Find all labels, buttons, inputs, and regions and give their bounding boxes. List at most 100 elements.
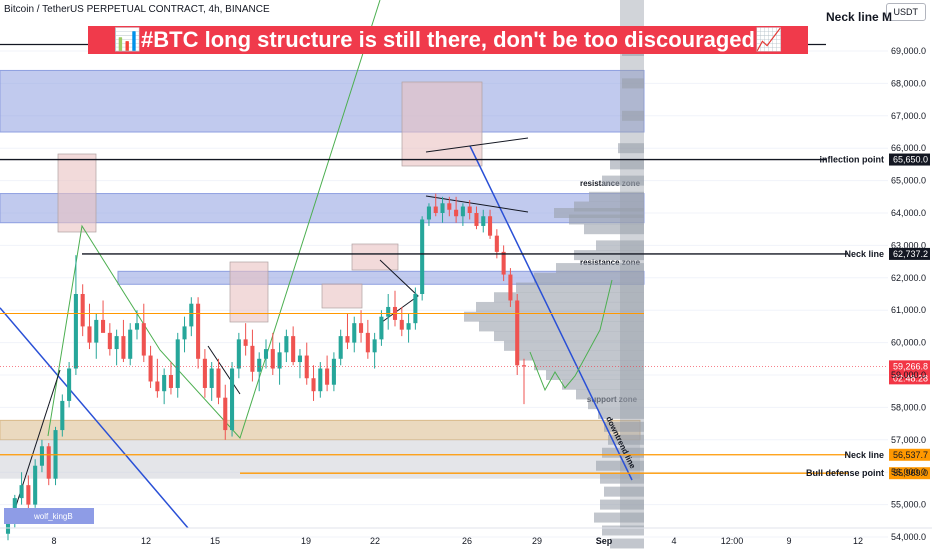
countdown-text: 02:48:28 — [893, 373, 928, 383]
candle-body — [26, 485, 31, 505]
candle-body — [216, 368, 221, 398]
candle-body — [257, 358, 262, 372]
candle-body — [379, 316, 384, 340]
candle-body — [467, 206, 472, 213]
candle-body — [5, 520, 11, 534]
x-tick-label: 12 — [141, 536, 151, 546]
profile-bar — [534, 272, 644, 283]
candle-body — [474, 213, 479, 226]
candle-body — [202, 358, 207, 388]
y-tick-label: 54,000.0 — [891, 532, 926, 542]
pattern-box — [321, 283, 363, 309]
candle-body — [304, 355, 309, 379]
zone-label: resistance zone — [580, 258, 641, 267]
pattern-box — [351, 243, 399, 271]
candle-body — [494, 235, 499, 252]
candle-body — [209, 368, 214, 388]
profile-bar — [604, 421, 644, 432]
y-tick-label: 57,000.0 — [891, 435, 926, 445]
projection-path — [529, 279, 613, 392]
candle-body — [501, 251, 506, 275]
candle-body — [433, 206, 438, 213]
x-tick-label: 19 — [301, 536, 311, 546]
y-tick-label: 58,000.0 — [891, 402, 926, 412]
profile-bar — [604, 486, 644, 497]
profile-bar — [602, 447, 644, 458]
candle-body — [270, 349, 275, 369]
candle-body — [223, 397, 228, 431]
x-tick-label: 29 — [532, 536, 542, 546]
candle-body — [189, 303, 194, 327]
candle-body — [46, 446, 51, 479]
candle-body — [359, 323, 364, 333]
candle-body — [128, 329, 133, 359]
candle-body — [182, 326, 187, 340]
profile-bar — [596, 240, 644, 251]
candle-body — [33, 465, 38, 505]
candle-body — [460, 206, 465, 217]
candle-body — [447, 203, 452, 210]
x-tick-label: 9 — [786, 536, 791, 546]
profile-bar — [588, 399, 644, 410]
candle-body — [148, 355, 153, 382]
x-tick-label: 22 — [370, 536, 380, 546]
profile-bar — [610, 159, 644, 170]
candle-body — [365, 332, 370, 353]
candle-body — [481, 216, 486, 226]
profile-bar — [622, 78, 644, 89]
candle-body — [521, 365, 527, 367]
currency-button[interactable]: USDT — [885, 3, 926, 21]
x-tick-label: 12:00 — [721, 536, 744, 546]
y-tick-label: 67,000.0 — [891, 111, 926, 121]
y-tick-label: 62,000.0 — [891, 273, 926, 283]
headline-banner: 📊#BTC long structure is still there, don… — [88, 26, 808, 54]
y-tick-label: 56,000.0 — [891, 467, 926, 477]
zones: resistance zoneresistance zonesupport zo… — [0, 69, 645, 479]
symbol-title: Bitcoin / TetherUS PERPETUAL CONTRACT, 4… — [4, 4, 270, 15]
profile-bar — [589, 191, 644, 202]
candle-body — [236, 339, 241, 369]
volume-profile — [464, 0, 644, 549]
candle-body — [488, 216, 493, 236]
candles — [0, 193, 888, 541]
candle-body — [297, 355, 302, 363]
axes: 54,000.0 55,000.0 56,000.0 57,000.0 58,000.0… — [0, 46, 932, 546]
candle-body — [331, 358, 336, 385]
candle-body — [87, 326, 92, 343]
candle-body — [386, 306, 391, 317]
candle-body — [196, 303, 201, 359]
y-tick-label: 64,000.0 — [891, 208, 926, 218]
candle-body — [508, 274, 513, 301]
x-tick-label: 8 — [51, 536, 56, 546]
zone-rect — [0, 193, 645, 224]
green-path — [47, 0, 381, 439]
profile-bar — [479, 321, 644, 332]
wedge-top — [425, 137, 529, 153]
profile-bar — [618, 143, 644, 154]
current-price-text: 59,266.8 — [893, 361, 928, 371]
candle-body — [73, 294, 78, 369]
candle-body — [263, 349, 269, 359]
downtrend-line-left — [0, 307, 189, 529]
x-tick-label: 15 — [210, 536, 220, 546]
candle-body — [284, 336, 289, 353]
candle-body — [440, 203, 445, 213]
candle-body — [338, 336, 343, 359]
candle-body — [406, 323, 411, 330]
y-tick-label: 60,000.0 — [891, 338, 926, 348]
profile-bar — [576, 389, 644, 400]
profile-bar — [600, 499, 644, 510]
candle-body — [399, 319, 404, 330]
profile-bar — [598, 408, 644, 419]
profile-bar — [610, 538, 644, 549]
candle-body — [426, 206, 431, 220]
profile-bar — [476, 301, 644, 312]
candle-body — [175, 339, 180, 388]
candle-body — [121, 336, 126, 359]
candle-body — [277, 352, 282, 369]
candle-body — [101, 319, 106, 333]
candle-body — [67, 368, 72, 401]
x-tick-label: 4 — [671, 536, 676, 546]
candle-body — [80, 294, 85, 327]
